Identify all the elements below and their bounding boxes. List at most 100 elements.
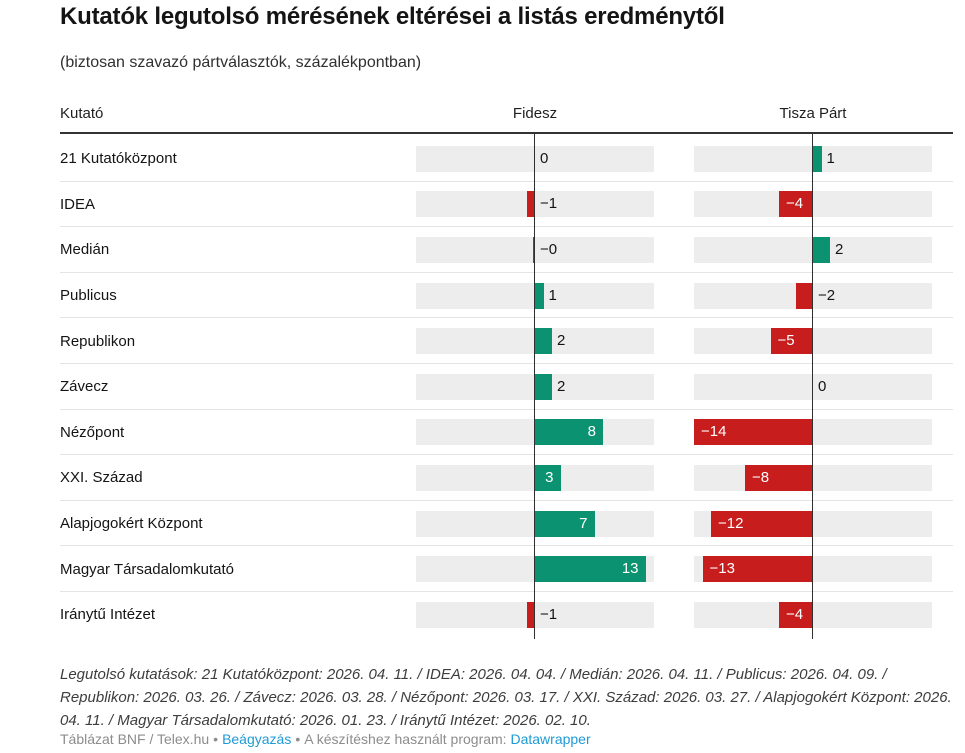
table-row: Medián −0 2 [0, 227, 965, 273]
table-row: Iránytű Intézet −1 −4 [0, 592, 965, 638]
row-separator [60, 499, 953, 501]
fidesz-value-label: 0 [540, 149, 549, 167]
table-row: 21 Kutatóközpont 0 1 [0, 136, 965, 182]
tisza-deviation-bar [711, 510, 813, 537]
fidesz-deviation-bar [535, 464, 561, 491]
column-header-fidesz: Fidesz [512, 105, 558, 122]
tisza-value-label: −4 [786, 605, 804, 623]
fidesz-deviation-bar [526, 601, 535, 628]
tisza-bar-track: −14 [694, 419, 932, 446]
tisza-deviation-bar [702, 556, 813, 583]
tisza-bar-track: −8 [694, 464, 932, 491]
header-divider-line [60, 132, 953, 134]
fidesz-deviation-bar [526, 191, 535, 218]
row-label-pollster: 21 Kutatóközpont [60, 150, 177, 168]
tisza-bar-track: −4 [694, 601, 932, 628]
row-separator [60, 362, 953, 364]
fidesz-value-label: 13 [621, 560, 639, 578]
fidesz-deviation-bar [535, 510, 595, 537]
fidesz-value-label: 3 [545, 468, 554, 486]
tisza-value-label: −4 [786, 195, 804, 213]
fidesz-deviation-bar [535, 419, 603, 446]
separator-dot: • [295, 731, 301, 747]
row-label-pollster: XXI. Század [60, 469, 143, 487]
table-row: Republikon 2 −5 [0, 318, 965, 364]
tisza-bar-track: 2 [694, 236, 932, 263]
row-separator [60, 180, 953, 182]
row-label-pollster: Nézőpont [60, 423, 125, 441]
row-label-pollster: Závecz [60, 378, 109, 396]
attribution-bar: Táblázat BNF / Telex.hu • Beágyazás • A kész… [60, 731, 591, 747]
fidesz-bar-track: 8 [416, 419, 654, 446]
row-separator [60, 271, 953, 273]
table-row: IDEA −1 −4 [0, 182, 965, 228]
tisza-bar-track: −5 [694, 328, 932, 355]
tisza-deviation-bar [770, 328, 813, 355]
tisza-value-label: −13 [709, 560, 735, 578]
fidesz-value-label: −0 [540, 240, 558, 258]
row-separator [60, 317, 953, 319]
table-row: Publicus 1 −2 [0, 273, 965, 319]
column-header-tisza-part: Tisza Párt [779, 105, 847, 122]
tisza-deviation-bar [694, 419, 813, 446]
table-row: Nézőpont 8 −14 [0, 410, 965, 456]
row-separator [60, 408, 953, 410]
table-row: XXI. Század 3 −8 [0, 455, 965, 501]
table-row: Magyar Társadalomkutató 13 −13 [0, 546, 965, 592]
row-label-pollster: Medián [60, 241, 110, 259]
fidesz-bar-track: 1 [416, 282, 654, 309]
chart-title: Kutatók legutolsó mérésének eltérései a … [60, 3, 725, 30]
embed-link[interactable]: Beágyazás [222, 731, 292, 747]
row-label-pollster: Magyar Társadalomkutató [60, 560, 234, 578]
tisza-deviation-bar [779, 191, 813, 218]
fidesz-bar-track: 2 [416, 328, 654, 355]
fidesz-value-label: 8 [587, 423, 596, 441]
row-label-pollster: Iránytű Intézet [60, 606, 156, 624]
fidesz-value-label: −1 [540, 195, 558, 213]
tisza-value-label: 2 [835, 240, 844, 258]
tisza-deviation-bar [745, 464, 813, 491]
fidesz-zero-axis-line [534, 134, 535, 639]
row-label-pollster: Republikon [60, 332, 136, 350]
row-label-pollster: IDEA [60, 195, 96, 213]
fidesz-value-label: 2 [557, 332, 566, 350]
row-separator [60, 226, 953, 228]
row-separator [60, 454, 953, 456]
row-label-pollster: Publicus [60, 287, 117, 305]
row-separator [60, 545, 953, 547]
tisza-value-label: −12 [718, 514, 744, 532]
tisza-zero-axis-line [812, 134, 813, 639]
fidesz-value-label: 7 [579, 514, 588, 532]
tisza-bar-track: 1 [694, 145, 932, 172]
table-row: Závecz 2 0 [0, 364, 965, 410]
tisza-value-label: −2 [818, 286, 836, 304]
tisza-value-label: −14 [701, 423, 727, 441]
tisza-value-label: −5 [777, 332, 795, 350]
row-label-pollster: Alapjogokért Központ [60, 515, 203, 533]
tisza-bar-track: −4 [694, 191, 932, 218]
tisza-deviation-bar [813, 145, 822, 172]
tisza-bar-track: 0 [694, 373, 932, 400]
tisza-value-label: −8 [752, 468, 770, 486]
fidesz-bar-track: −0 [416, 236, 654, 263]
tisza-bar-track: −12 [694, 510, 932, 537]
fidesz-bar-track: 7 [416, 510, 654, 537]
column-header-kutato: Kutató [60, 105, 104, 122]
fidesz-bar-track: 0 [416, 145, 654, 172]
fidesz-bar-track: 3 [416, 464, 654, 491]
fidesz-bar-track: −1 [416, 191, 654, 218]
fidesz-bar-track: 2 [416, 373, 654, 400]
tisza-deviation-bar [779, 601, 813, 628]
tisza-deviation-bar [813, 236, 830, 263]
chart-subtitle: (biztosan szavazó pártválasztók, százalé… [60, 54, 422, 71]
fidesz-value-label: 2 [557, 377, 566, 395]
fidesz-bar-track: −1 [416, 601, 654, 628]
datawrapper-link[interactable]: Datawrapper [510, 731, 591, 747]
fidesz-deviation-bar [535, 373, 552, 400]
fidesz-value-label: −1 [540, 605, 558, 623]
fidesz-deviation-bar [535, 328, 552, 355]
separator-dot: • [213, 731, 219, 747]
source-credit: Táblázat BNF / Telex.hu [60, 731, 210, 747]
chart-rows: 21 Kutatóközpont 0 1 IDEA −1 −4 Medián −0 2 Publi… [0, 136, 965, 639]
footnote-survey-dates: Legutolsó kutatások: 21 Kutatóközpont: 2… [60, 666, 952, 729]
